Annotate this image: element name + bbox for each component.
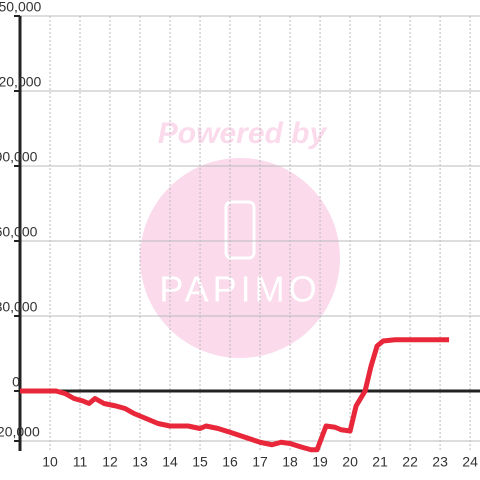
y-tick-label: -20,000	[0, 424, 40, 440]
y-tick-label: 90,000	[0, 149, 38, 165]
x-tick-label: 13	[132, 454, 148, 470]
x-tick-label: 12	[102, 454, 118, 470]
data-line	[20, 337, 450, 453]
x-tick-label: 18	[282, 454, 298, 470]
x-tick-label: 20	[342, 454, 358, 470]
y-tick-label: 30,000	[0, 299, 38, 315]
x-tick-label: 23	[432, 454, 448, 470]
watermark-bottom: PAPIMO	[159, 269, 320, 310]
y-tick-label: 60,000	[0, 224, 38, 240]
watermark-phone	[224, 200, 256, 260]
y-tick-label: 150,000	[0, 0, 42, 15]
watermark-top: Powered by	[158, 117, 328, 150]
x-tick-label: 17	[252, 454, 268, 470]
x-tick-label: 10	[42, 454, 58, 470]
x-tick-label: 19	[312, 454, 328, 470]
x-tick-label: 14	[162, 454, 178, 470]
x-tick-label: 21	[372, 454, 388, 470]
x-tick-label: 22	[402, 454, 418, 470]
x-tick-label: 24	[462, 454, 478, 470]
x-tick-label: 11	[73, 454, 88, 470]
x-tick-label: 16	[222, 454, 238, 470]
y-tick-label: 120,000	[0, 74, 42, 90]
x-tick-label: 15	[192, 454, 208, 470]
y-tick-label: 0	[12, 374, 20, 390]
